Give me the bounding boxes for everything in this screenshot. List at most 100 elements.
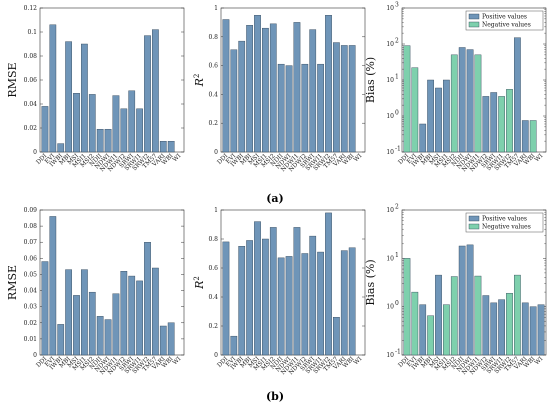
y-tick-exponent: 2	[395, 204, 399, 211]
y-tick-label: 0.12	[24, 5, 38, 12]
y-tick-label: 0.4	[208, 91, 218, 98]
bar	[57, 324, 65, 356]
x-tick-label: WI	[533, 152, 544, 163]
bar	[514, 37, 521, 153]
bar	[238, 246, 246, 356]
bar	[41, 106, 49, 153]
bar	[411, 67, 419, 153]
bar	[230, 49, 238, 153]
y-tick-label: 0.09	[24, 207, 38, 214]
bar	[152, 267, 159, 356]
caption-a: (a)	[266, 192, 284, 205]
y-axis-label: R2	[193, 74, 206, 88]
y-tick-label: 0.2	[208, 120, 218, 127]
bar	[474, 54, 482, 153]
bar	[466, 244, 474, 356]
y-tick-label: 10	[386, 77, 394, 84]
panel-a-r2: 00.20.40.60.81R2DDIEVIIWBIMBIMSIMSI1MSI2…	[193, 5, 366, 173]
y-axis-label-superscript: 2	[193, 276, 201, 280]
x-tick-label: WI	[352, 355, 363, 366]
bar	[88, 291, 96, 356]
bar	[136, 280, 143, 356]
bar	[277, 63, 285, 153]
bar	[246, 240, 253, 356]
y-tick-label: 10	[386, 207, 394, 214]
panel-b-rmse: 0 0.01 0.02 0.03 0.04 0.05 0.06 0.07 0.08 0.09 RMS…	[6, 207, 185, 376]
bar	[238, 40, 246, 153]
bar	[285, 256, 293, 356]
bar	[81, 269, 88, 356]
bar	[317, 251, 324, 356]
y-axis-label: R2	[193, 276, 206, 290]
x-tick-label: WI	[171, 355, 182, 366]
legend-swatch	[468, 21, 480, 28]
bar	[301, 253, 309, 356]
y-tick-label: 0.06	[24, 255, 38, 262]
bar	[435, 274, 442, 356]
bar	[269, 227, 277, 356]
bar	[277, 257, 285, 356]
y-tick-label: 0.8	[208, 34, 218, 41]
bar	[419, 123, 427, 153]
bar	[41, 261, 49, 356]
bar	[325, 212, 332, 356]
bar	[466, 49, 474, 153]
bar	[112, 95, 120, 153]
bar	[65, 269, 72, 356]
bar	[144, 242, 151, 356]
bar	[419, 304, 427, 356]
y-tick-label: 1	[214, 207, 218, 214]
bar	[309, 29, 317, 153]
y-tick-label: 0	[214, 149, 218, 156]
plot-frame	[39, 7, 185, 153]
legend-swatch	[468, 13, 480, 20]
y-tick-label: 0	[214, 352, 218, 359]
bar	[167, 140, 175, 153]
bar	[49, 216, 57, 356]
bar	[482, 96, 490, 153]
bar	[333, 317, 340, 356]
bar	[348, 45, 356, 153]
bar	[152, 29, 159, 153]
bar	[529, 306, 537, 356]
y-tick-label: 0.8	[208, 236, 218, 243]
bar	[104, 128, 112, 153]
bar	[144, 35, 151, 153]
bar	[427, 79, 434, 153]
bar	[317, 63, 324, 153]
bar	[254, 221, 261, 356]
bar	[498, 299, 505, 356]
bar	[458, 245, 466, 356]
bar	[136, 108, 143, 153]
plot-frame	[401, 209, 547, 356]
y-tick-label: 0.1	[27, 29, 37, 36]
bar	[96, 128, 104, 153]
bar	[474, 275, 482, 356]
bar	[521, 120, 529, 153]
bar	[246, 25, 253, 153]
bar	[73, 92, 80, 153]
legend-box	[465, 212, 544, 233]
bar	[514, 274, 521, 356]
bar	[128, 90, 136, 153]
bar	[506, 292, 513, 356]
bar	[490, 302, 498, 356]
bar	[301, 63, 309, 153]
y-tick-label: 10	[386, 304, 394, 311]
plot-frame	[220, 7, 366, 153]
y-tick-label: 0.08	[24, 223, 38, 230]
bar	[293, 22, 301, 153]
legend-swatch	[468, 215, 480, 222]
y-tick-exponent: 1	[395, 252, 399, 259]
bar	[490, 92, 498, 153]
legend-swatch	[468, 223, 480, 230]
bar	[120, 271, 128, 356]
y-tick-label: 0.02	[24, 125, 38, 132]
y-tick-label: 0.01	[24, 336, 37, 343]
bar	[348, 247, 356, 356]
y-tick-label: 0.03	[24, 304, 38, 311]
bar	[285, 65, 293, 153]
bar	[57, 143, 65, 153]
bar	[128, 275, 136, 356]
